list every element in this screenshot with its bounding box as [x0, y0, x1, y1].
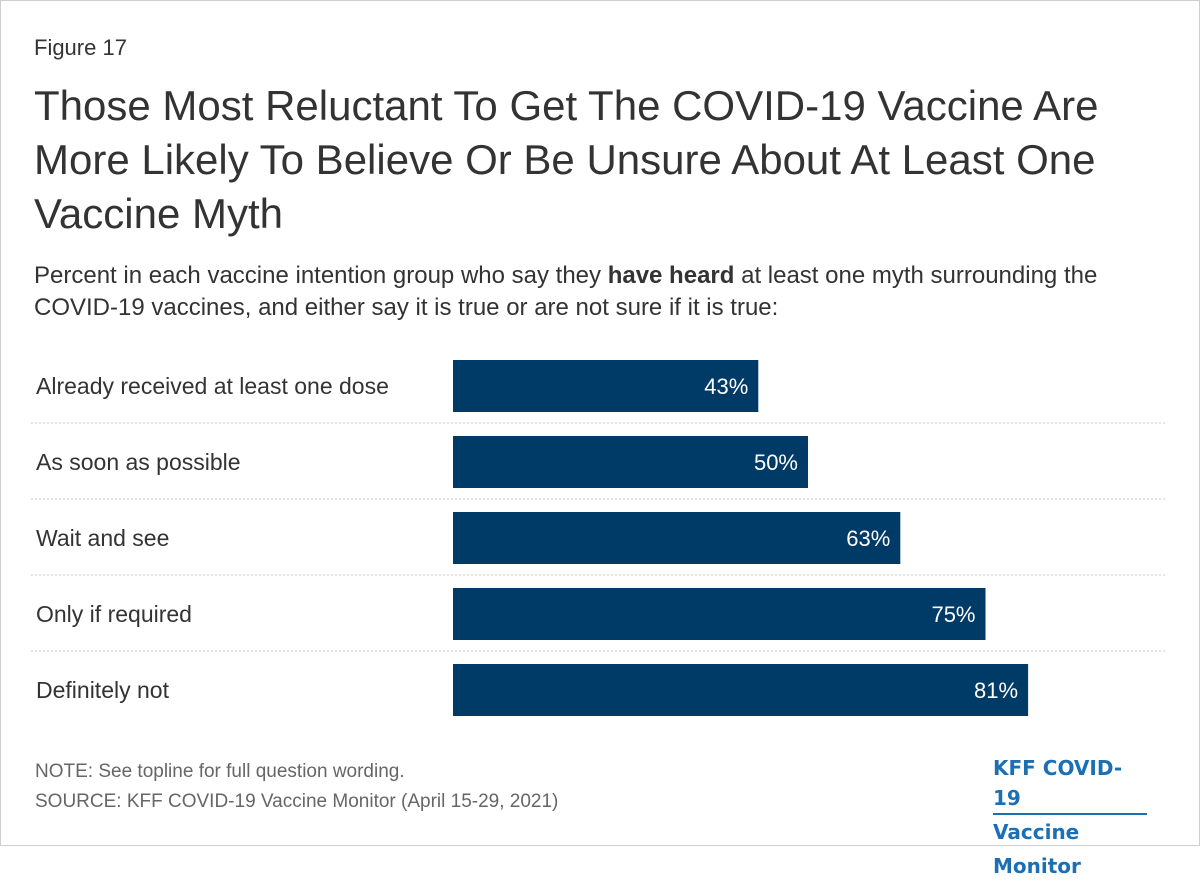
bar [453, 664, 1029, 716]
bar [453, 436, 808, 488]
subtitle-text-before: Percent in each vaccine intention group … [34, 262, 608, 289]
bar-value-label: 43% [704, 374, 748, 399]
category-label: Wait and see [36, 525, 170, 551]
footnote-note: NOTE: See topline for full question word… [35, 761, 405, 782]
kff-logo: KFF COVID-19 Vaccine Monitor [993, 753, 1173, 883]
logo-line-1: KFF COVID-19 [993, 753, 1147, 815]
bar [453, 588, 986, 640]
subtitle-text-after: at least one myth surrounding the COVID-… [34, 262, 1098, 321]
bar-value-label: 63% [846, 526, 890, 551]
bar [453, 512, 901, 564]
bar-value-label: 81% [974, 678, 1018, 703]
bar-value-label: 50% [754, 450, 798, 475]
bar-value-label: 75% [931, 602, 975, 627]
footnote-source: SOURCE: KFF COVID-19 Vaccine Monitor (Ap… [35, 791, 559, 812]
bar-chart: 43% 50% 63% 75% 81% Already received at leas… [1, 347, 1200, 727]
category-label: Definitely not [36, 677, 169, 703]
category-label: As soon as possible [36, 449, 241, 475]
figure-label: Figure 17 [34, 35, 127, 60]
category-label: Already received at least one dose [36, 373, 389, 399]
chart-subtitle: Percent in each vaccine intention group … [34, 260, 1184, 324]
bar [453, 360, 759, 412]
category-label: Only if required [36, 601, 192, 627]
chart-title: Those Most Reluctant To Get The COVID-19… [34, 82, 1099, 237]
bar-chart-svg: 43% 50% 63% 75% 81% [31, 360, 1167, 716]
subtitle-emphasis: have heard [607, 262, 735, 289]
logo-line-2: Vaccine Monitor [993, 820, 1081, 878]
